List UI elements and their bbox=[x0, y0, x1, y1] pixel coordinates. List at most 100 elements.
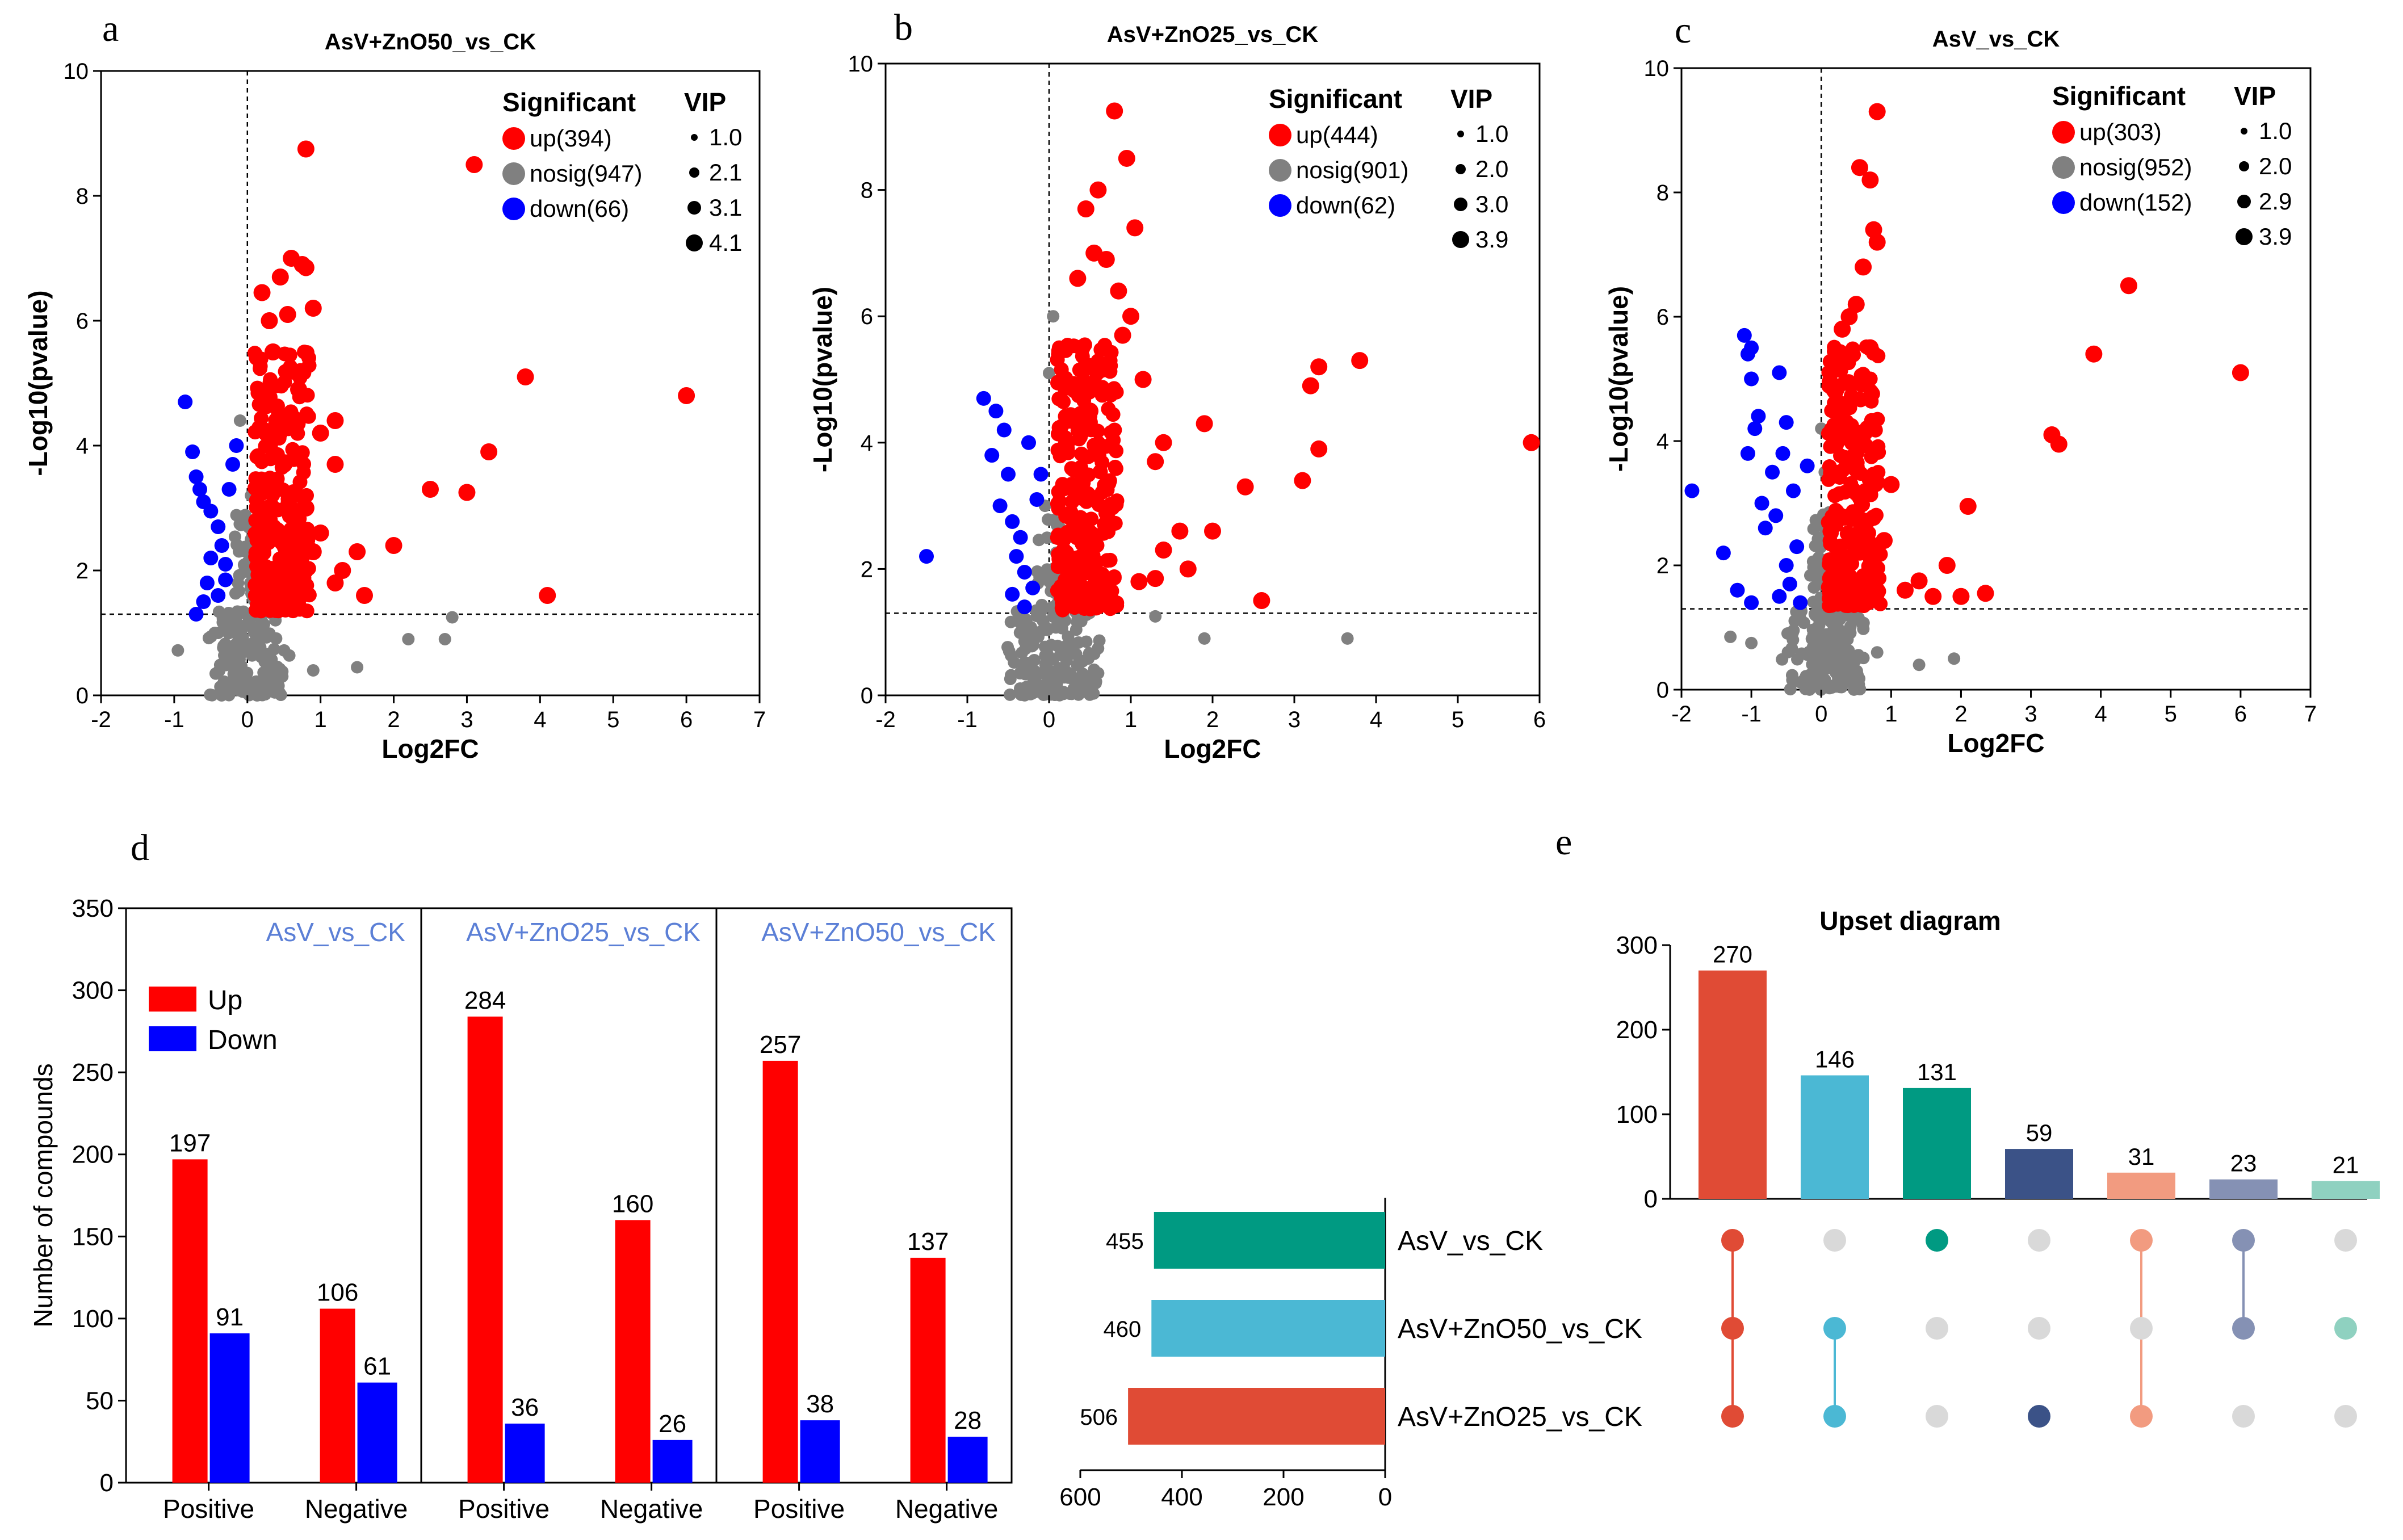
up-point bbox=[1101, 476, 1117, 491]
legend-entry: up(303) bbox=[2079, 119, 2162, 145]
down-point bbox=[185, 444, 200, 459]
intersection-value-label: 21 bbox=[2333, 1152, 2359, 1178]
down-point bbox=[1013, 530, 1028, 545]
up-bar bbox=[172, 1159, 208, 1483]
up-point bbox=[1837, 414, 1855, 431]
up-point bbox=[248, 425, 263, 440]
nosig-point bbox=[1071, 613, 1084, 626]
legend-swatch bbox=[149, 987, 196, 1012]
up-point bbox=[1060, 445, 1076, 460]
y-tick-label: 8 bbox=[861, 178, 873, 203]
set-size-value-label: 455 bbox=[1106, 1229, 1144, 1254]
up-point bbox=[1091, 435, 1106, 451]
vip-size-marker bbox=[691, 134, 698, 141]
up-point bbox=[1073, 460, 1088, 475]
up-point bbox=[249, 601, 265, 616]
down-point bbox=[1737, 328, 1752, 343]
nosig-point bbox=[219, 637, 232, 651]
up-point bbox=[1871, 444, 1886, 460]
down-point bbox=[1740, 346, 1755, 362]
up-point bbox=[1823, 439, 1838, 454]
up-point bbox=[1871, 465, 1886, 480]
legend-entry: down(62) bbox=[1296, 192, 1395, 219]
up-point bbox=[1844, 457, 1861, 475]
nosig-point bbox=[1043, 367, 1055, 380]
up-point bbox=[1101, 401, 1116, 417]
up-point bbox=[1236, 478, 1254, 496]
up-bar bbox=[320, 1308, 355, 1483]
up-bar bbox=[615, 1220, 651, 1483]
up-point bbox=[1864, 413, 1879, 428]
vip-value: 3.9 bbox=[1475, 226, 1508, 253]
x-tick-label: 0 bbox=[1043, 707, 1055, 732]
up-point bbox=[268, 477, 283, 492]
x-tick-label: 3 bbox=[2024, 702, 2037, 727]
up-point bbox=[1840, 308, 1858, 325]
down-point bbox=[1005, 514, 1020, 529]
down-bar bbox=[209, 1333, 250, 1483]
up-point bbox=[1310, 358, 1328, 376]
set-dot-filled bbox=[1823, 1317, 1846, 1340]
up-point bbox=[349, 543, 366, 560]
up-point bbox=[2232, 364, 2249, 381]
up-point bbox=[1868, 103, 1886, 120]
nosig-point bbox=[1070, 648, 1083, 661]
down-point bbox=[1793, 595, 1808, 610]
up-point bbox=[1865, 543, 1881, 559]
vip-value: 2.0 bbox=[1475, 156, 1508, 182]
plot-frame bbox=[884, 62, 1541, 696]
up-point bbox=[1106, 381, 1122, 396]
nosig-point bbox=[229, 587, 242, 600]
down-point bbox=[1779, 415, 1794, 430]
up-point bbox=[1910, 572, 1928, 590]
y-tick-label: 6 bbox=[76, 309, 89, 334]
x-tick-label: -2 bbox=[1671, 702, 1692, 727]
bar-panel-d: d 0 50 100 150 200 250 300 350 Number of compound… bbox=[28, 827, 1013, 1524]
nosig-point bbox=[1029, 629, 1042, 642]
group-label: AsV+ZnO25_vs_CK bbox=[466, 917, 701, 947]
x-axis-label: Log2FC bbox=[1947, 728, 2044, 758]
up-point bbox=[1078, 523, 1093, 539]
down-value-label: 36 bbox=[511, 1394, 539, 1421]
up-point bbox=[268, 412, 286, 429]
nosig-point bbox=[1041, 648, 1054, 661]
up-point bbox=[1868, 233, 1886, 251]
legend-entry: Up bbox=[208, 985, 242, 1016]
x-tick-label: 0 bbox=[1815, 702, 1827, 727]
down-point bbox=[1744, 371, 1759, 387]
up-point bbox=[1823, 465, 1838, 481]
x-tick-label: -1 bbox=[1741, 702, 1762, 727]
down-point bbox=[199, 576, 215, 590]
up-point bbox=[1851, 159, 1868, 177]
set-size-bar bbox=[1151, 1300, 1385, 1357]
up-point bbox=[422, 481, 439, 498]
x-tick-label: 2 bbox=[1955, 702, 1967, 727]
up-point bbox=[1839, 526, 1855, 542]
legend-swatch bbox=[149, 1026, 196, 1051]
nosig-point bbox=[231, 605, 244, 618]
vip-value: 2.0 bbox=[2259, 153, 2292, 179]
down-point bbox=[988, 404, 1004, 419]
up-point bbox=[261, 312, 278, 329]
up-point bbox=[283, 362, 300, 379]
up-point bbox=[1204, 522, 1221, 540]
up-point bbox=[1126, 219, 1144, 237]
x-tick-label: 5 bbox=[1452, 707, 1464, 732]
up-point bbox=[1051, 496, 1066, 511]
set-size-bar bbox=[1154, 1212, 1385, 1269]
legend-title: Significant bbox=[502, 87, 636, 117]
up-point bbox=[458, 484, 476, 501]
up-point bbox=[1882, 476, 1900, 493]
up-point bbox=[1054, 362, 1069, 377]
down-point bbox=[1785, 483, 1801, 498]
up-point bbox=[1179, 560, 1197, 578]
nosig-point bbox=[1821, 658, 1834, 672]
up-value-label: 106 bbox=[317, 1279, 358, 1307]
up-point bbox=[1064, 494, 1080, 510]
up-value-label: 160 bbox=[612, 1190, 653, 1218]
up-point bbox=[1876, 532, 1893, 549]
x-tick-label: -1 bbox=[164, 707, 184, 732]
nosig-point bbox=[237, 544, 250, 557]
up-point bbox=[288, 519, 304, 534]
up-point bbox=[1122, 308, 1139, 325]
